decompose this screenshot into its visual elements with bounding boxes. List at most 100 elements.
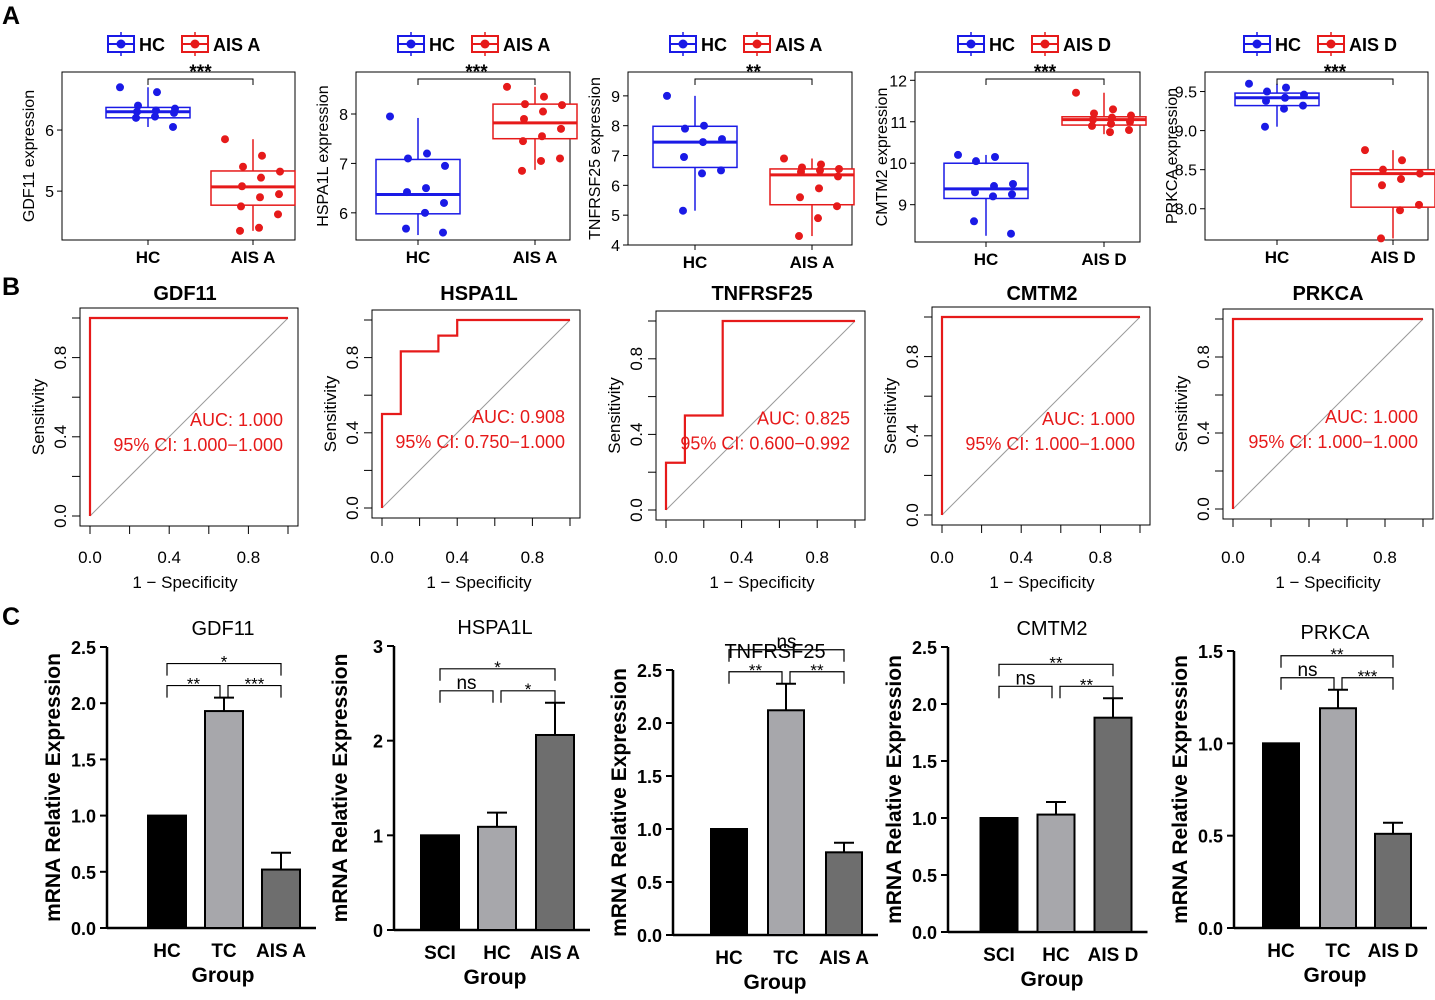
- data-point: [276, 167, 284, 176]
- x-axis-label: 1 − Specificity: [132, 573, 238, 592]
- panel-b-roc-curves: GDF11 0.0 0.0 0.4 0.4 0.8 0.8 1 − Specificity Se…: [29, 283, 1434, 592]
- data-point: [153, 88, 161, 97]
- data-point: [421, 208, 429, 217]
- legend-key-point: [1040, 39, 1050, 49]
- x-tick-label: AIS A: [790, 253, 835, 272]
- y-tick-label: 4: [611, 238, 620, 255]
- bar-chart-hspa1l: 0 1 2 3 mRNA Relative Expression HSPA1L SCI HC A…: [329, 617, 590, 989]
- significance-bracket: [166, 662, 282, 676]
- significance-label: **: [1049, 653, 1063, 672]
- roc-title: TNFRSF25: [711, 283, 812, 305]
- x-tick-label: SCI: [983, 945, 1015, 966]
- data-point: [990, 182, 998, 191]
- x-tick-label: HC: [1265, 248, 1290, 267]
- bar: [1374, 832, 1412, 930]
- data-point: [717, 166, 725, 175]
- roc-prkca: PRKCA 0.0 0.0 0.4 0.4 0.8 0.8 1 − Specificity Se…: [1172, 283, 1434, 592]
- data-point: [275, 190, 283, 199]
- x-tick-label: 0.4: [1297, 548, 1321, 567]
- roc-curve: [380, 318, 570, 508]
- x-tick-label: HC: [974, 250, 999, 269]
- plot-frame: [355, 71, 571, 241]
- data-point: [402, 224, 410, 233]
- panel-label-b: B: [2, 273, 20, 301]
- data-point: [1361, 146, 1369, 155]
- legend-label: HC: [139, 35, 165, 55]
- y-tick-label: 8.5: [1175, 163, 1197, 180]
- data-point: [237, 202, 245, 211]
- significance-label: ***: [465, 62, 488, 83]
- y-tick-label: 0.0: [71, 919, 96, 939]
- y-axis-label: mRNA Relative Expression: [1169, 655, 1192, 924]
- significance-bracket: [227, 684, 282, 698]
- data-point: [1106, 128, 1114, 137]
- data-point: [663, 91, 671, 100]
- x-tick-label: HC: [406, 248, 431, 267]
- significance-label: ns: [456, 673, 476, 694]
- y-tick-label: 1.0: [71, 807, 96, 827]
- plot-frame: [1204, 71, 1429, 241]
- data-point: [439, 228, 447, 237]
- auc-label: AUC: 0.825: [757, 409, 850, 429]
- bar: [767, 709, 805, 937]
- y-tick-label: 2: [373, 732, 383, 752]
- significance-label: ***: [1034, 62, 1057, 83]
- auc-label: AUC: 1.000: [1325, 407, 1418, 427]
- bar: [825, 851, 863, 937]
- bar: [1319, 707, 1357, 929]
- roc-gdf11: GDF11 0.0 0.0 0.4 0.4 0.8 0.8 1 − Specificity Se…: [29, 283, 299, 592]
- legend-label: AIS A: [213, 35, 260, 55]
- y-axis-label: CMTM2 expression: [874, 88, 891, 227]
- legend-label: AIS A: [775, 35, 822, 55]
- legend-label: HC: [1275, 35, 1301, 55]
- x-tick-label: AIS D: [1370, 248, 1415, 267]
- significance-bracket: [789, 671, 845, 684]
- data-point: [440, 198, 448, 207]
- significance-label: ***: [245, 675, 265, 694]
- significance-label: ns: [1297, 660, 1317, 681]
- plot-frame: [655, 310, 866, 521]
- x-tick-label: 0.8: [1089, 548, 1113, 567]
- legend-label: HC: [429, 35, 455, 55]
- ci-label: 95% CI: 0.750−1.000: [395, 432, 565, 452]
- bar: [204, 710, 244, 929]
- data-point: [780, 154, 788, 163]
- boxplot-tnfrsf25: 4 5 6 7 8 9 TNFRSF25 expression HC AIS A ** HC AIS …: [587, 32, 855, 272]
- y-tick-label: 0.8: [51, 346, 70, 370]
- x-tick-label: 0.4: [157, 548, 181, 567]
- data-point: [1282, 83, 1290, 92]
- data-point: [134, 101, 142, 110]
- y-tick-label: 6: [45, 123, 54, 140]
- y-axis-label: Sensitivity: [1172, 375, 1191, 452]
- bar-chart-gdf11: 0.0 0.5 1.0 1.5 2.0 2.5 mRNA Relative Expressi…: [42, 618, 316, 987]
- legend-key-point: [966, 39, 976, 49]
- data-point: [1109, 105, 1117, 114]
- data-point: [1280, 104, 1288, 113]
- bar: [535, 733, 575, 932]
- data-point: [1379, 165, 1387, 174]
- data-point: [537, 156, 545, 165]
- y-tick-label: 1.0: [912, 809, 937, 829]
- y-tick-label: 0.4: [1194, 421, 1213, 445]
- x-tick-label: 0.0: [654, 548, 678, 567]
- significance-bracket: [1341, 677, 1394, 690]
- significance-label: ***: [1324, 62, 1347, 83]
- data-point: [151, 112, 159, 121]
- data-point: [1088, 121, 1096, 130]
- significance-label: ns: [1015, 668, 1035, 689]
- data-point: [833, 202, 841, 211]
- significance-label: **: [1330, 645, 1344, 664]
- data-point: [797, 167, 805, 176]
- significance-bracket: [728, 671, 783, 684]
- y-tick-label: 2.5: [637, 661, 662, 681]
- y-axis-label: mRNA Relative Expression: [329, 654, 352, 923]
- bar: [1262, 742, 1300, 929]
- y-axis-label: mRNA Relative Expression: [42, 653, 65, 922]
- y-tick-label: 10: [889, 156, 907, 173]
- y-axis-label: mRNA Relative Expression: [608, 668, 631, 937]
- legend-key-point: [480, 39, 490, 49]
- y-tick-label: 1: [373, 826, 383, 846]
